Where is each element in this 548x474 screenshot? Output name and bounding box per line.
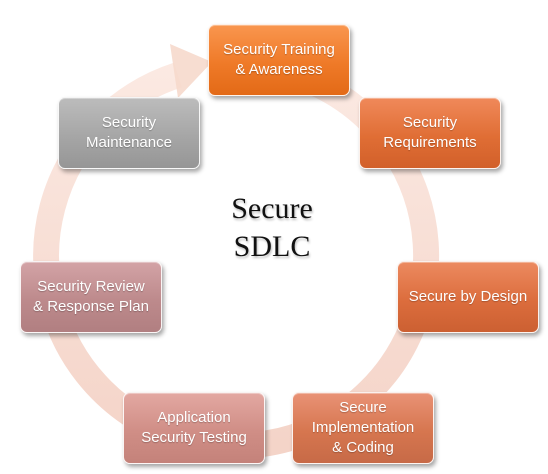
step-application-security-testing[interactable]: Application Security Testing	[123, 392, 265, 464]
step-label: Security Requirements	[383, 114, 477, 151]
step-security-review-response-plan[interactable]: Security Review & Response Plan	[20, 261, 162, 333]
step-label: Secure by Design	[408, 288, 528, 305]
step-label: Security Maintenance	[86, 114, 172, 151]
step-label: Application Security Testing	[141, 409, 247, 446]
step-security-requirements[interactable]: Security Requirements	[359, 97, 501, 169]
step-security-training-awareness[interactable]: Security Training & Awareness	[208, 24, 350, 96]
diagram-center-title: Secure SDLC	[231, 192, 313, 263]
step-secure-by-design[interactable]: Secure by Design	[397, 261, 539, 333]
step-security-maintenance[interactable]: Security Maintenance	[58, 97, 200, 169]
cycle-arrow-head	[170, 44, 212, 98]
step-secure-implementation-coding[interactable]: Secure Implementation & Coding	[292, 392, 434, 464]
step-label: Secure Implementation & Coding	[311, 399, 415, 456]
step-label: Security Training & Awareness	[223, 41, 335, 78]
step-label: Security Review & Response Plan	[33, 278, 149, 315]
